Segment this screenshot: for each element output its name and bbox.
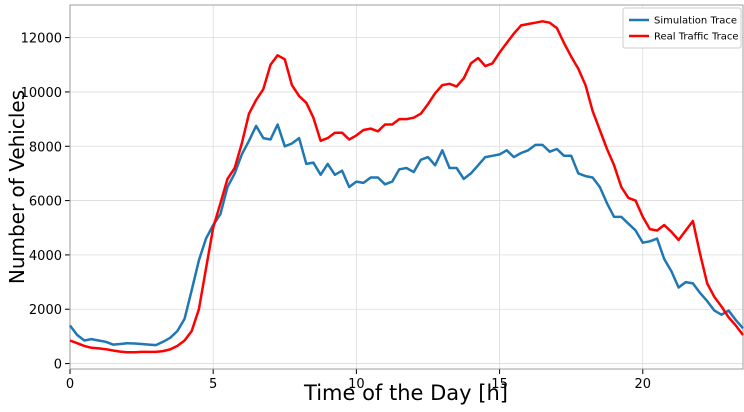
legend-label: Real Traffic Trace — [654, 32, 739, 43]
legend-label: Simulation Trace — [654, 16, 737, 27]
legend: Simulation Trace Real Traffic Trace — [622, 7, 742, 49]
x-tick-label: 0 — [66, 377, 74, 392]
x-axis-label: Time of the Day [h] — [303, 381, 508, 405]
plot-frame — [69, 4, 744, 370]
legend-box — [622, 7, 742, 49]
y-tick-label: 12000 — [21, 32, 62, 47]
y-tick-label: 8000 — [29, 140, 62, 155]
y-tick-label: 2000 — [29, 303, 62, 318]
x-tick-label: 20 — [634, 377, 651, 392]
y-tick-label: 0 — [54, 358, 62, 373]
y-tick-label: 4000 — [29, 249, 62, 264]
y-axis-label: Number of Vehicles — [5, 90, 29, 284]
y-tick-label: 10000 — [21, 86, 62, 101]
x-tick-label: 15 — [491, 377, 508, 392]
y-tick-label: 6000 — [29, 195, 62, 210]
x-tick-label: 5 — [209, 377, 217, 392]
series-line — [69, 20, 744, 354]
series-line — [69, 123, 744, 347]
x-tick-label: 10 — [348, 377, 365, 392]
